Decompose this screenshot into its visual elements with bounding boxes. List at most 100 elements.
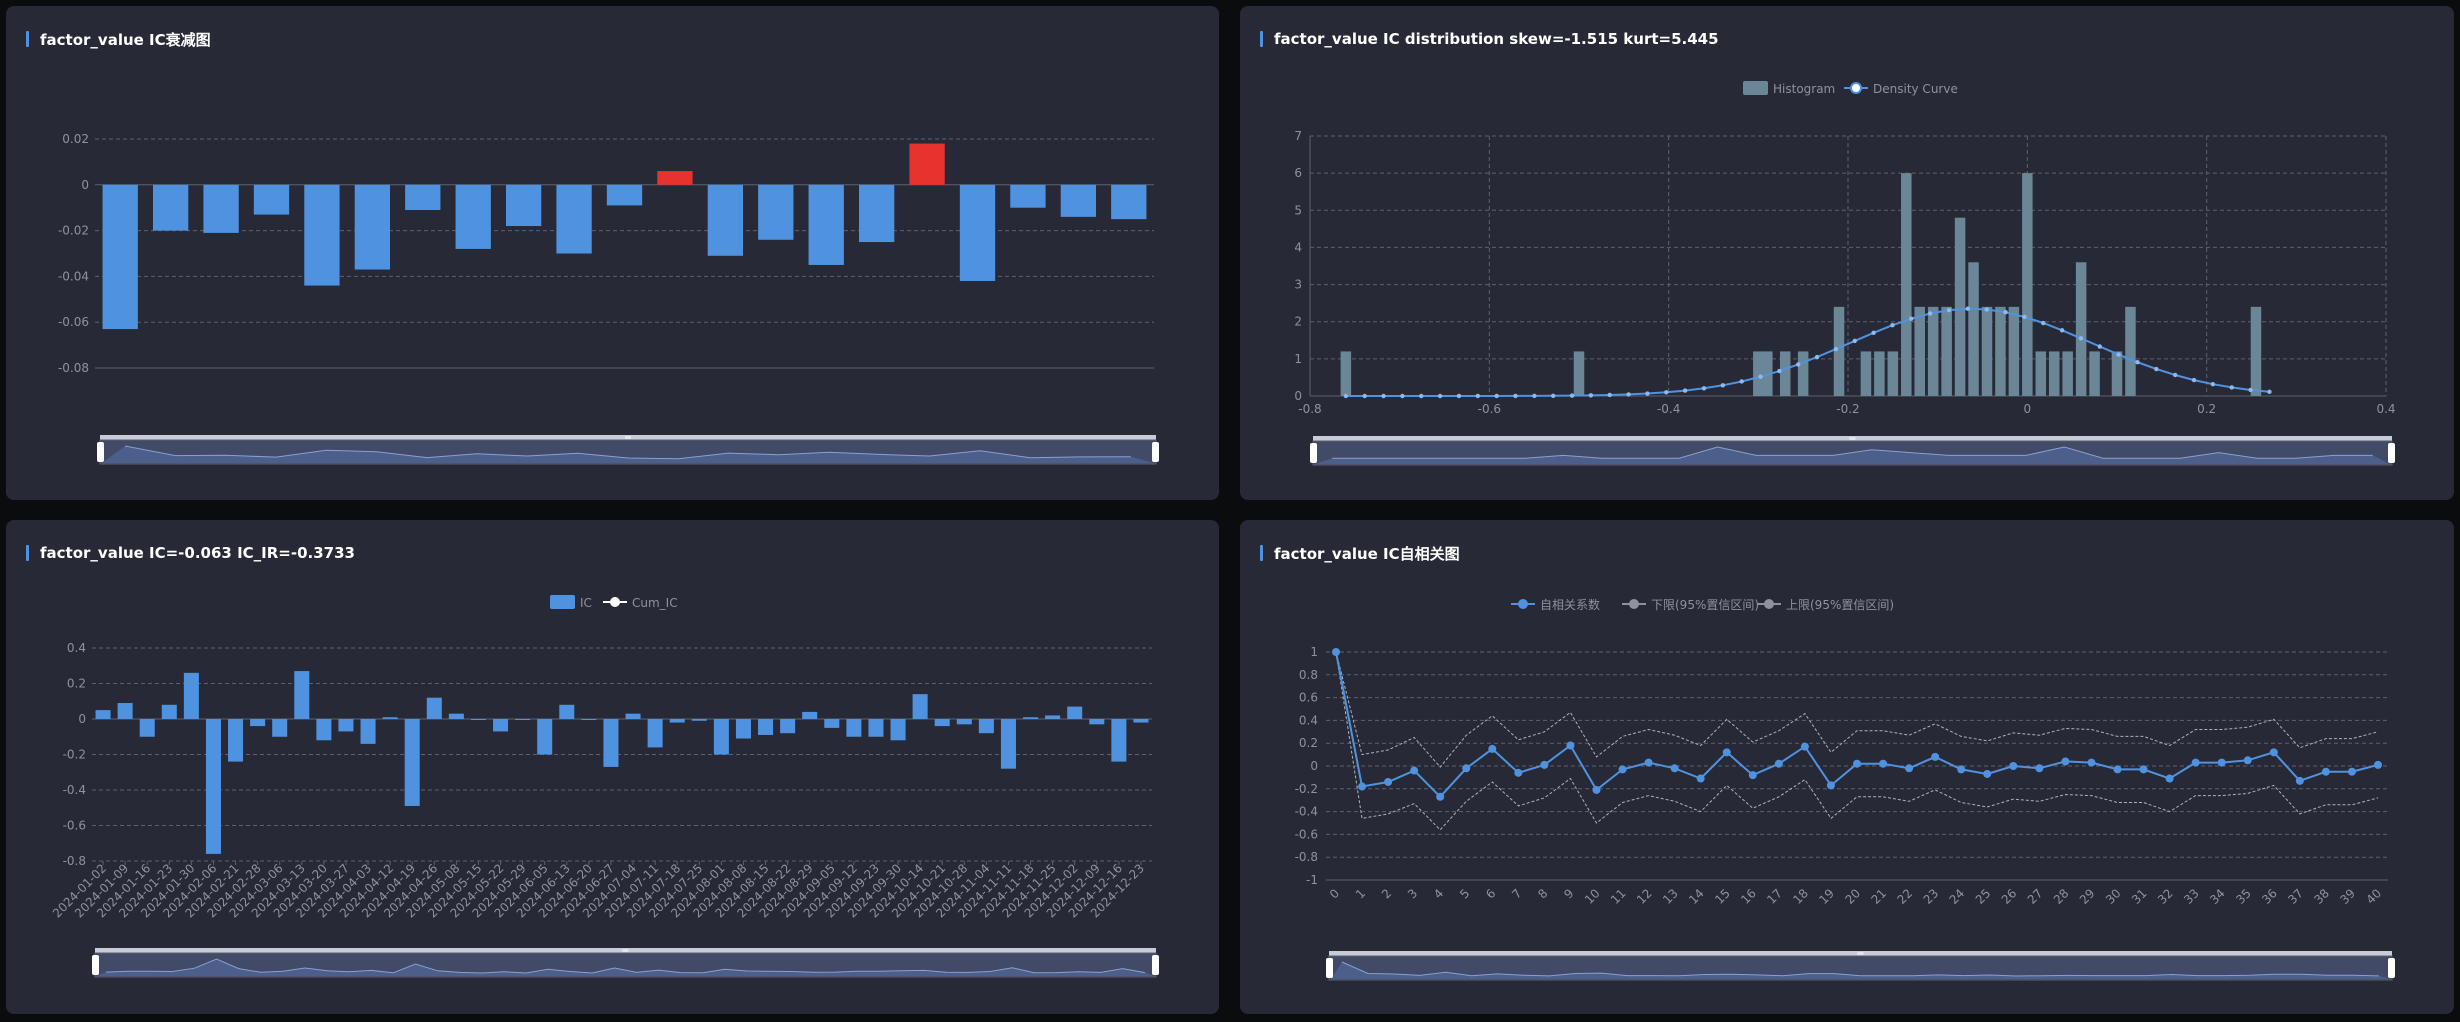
- acf-point: [2113, 765, 2122, 774]
- ic-bar: [603, 719, 619, 767]
- density-point: [1871, 330, 1876, 335]
- density-point: [1343, 393, 1349, 399]
- slider-handle-right[interactable]: [2388, 958, 2395, 978]
- legend-ic-label: IC: [580, 596, 592, 610]
- slider-grip: [1857, 952, 1864, 955]
- ic-series-panel: factor_value IC=-0.063 IC_IR=-0.3733 IC C…: [6, 520, 1219, 1014]
- histogram-bar: [2035, 351, 2047, 396]
- slider-grip: [1849, 437, 1856, 440]
- acf-point: [1800, 742, 1809, 751]
- x-tick-label: 35: [2233, 886, 2254, 907]
- slider-handle-left[interactable]: [92, 955, 99, 975]
- title-accent-bar: [26, 31, 29, 47]
- ic-bar: [515, 719, 531, 720]
- density-curve: [1345, 307, 2270, 397]
- ic-bar: [1111, 719, 1127, 762]
- ic-bar: [294, 671, 310, 719]
- histogram-bar: [1340, 351, 1352, 396]
- histogram-bar: [1887, 351, 1899, 396]
- y-tick-label: 1: [1294, 352, 1302, 366]
- histogram-bar: [2111, 351, 2123, 396]
- acf-line: [1335, 651, 2379, 799]
- ic-bar: [205, 719, 221, 854]
- panel-title: factor_value IC衰减图: [26, 22, 211, 56]
- zoom-slider-3[interactable]: [92, 948, 1159, 978]
- slider-handle-left[interactable]: [97, 442, 104, 462]
- density-point: [1664, 390, 1669, 395]
- ic-bar: [228, 719, 244, 762]
- density-point: [1833, 346, 1839, 352]
- ic-decay-bar: [707, 184, 744, 256]
- acf-point: [2191, 758, 2200, 767]
- y-tick-label: 2: [1294, 315, 1302, 329]
- acf-point: [1436, 792, 1445, 801]
- x-tick-label: 7: [1509, 886, 1524, 901]
- ic-bar: [780, 719, 796, 734]
- density-point: [1513, 393, 1518, 399]
- x-tick-label: 31: [2129, 886, 2150, 907]
- x-tick-label: 29: [2077, 886, 2098, 907]
- slider-handle-left[interactable]: [1310, 443, 1317, 463]
- x-tick-label: -0.4: [1657, 402, 1680, 416]
- x-tick-label: 0.2: [2197, 402, 2216, 416]
- ic-bar: [713, 719, 729, 755]
- ic-distribution-panel: factor_value IC distribution skew=-1.515…: [1240, 6, 2454, 500]
- density-point: [1852, 338, 1857, 344]
- acf-point: [1332, 648, 1340, 656]
- density-point: [1362, 393, 1367, 399]
- density-point: [1645, 391, 1650, 396]
- x-tick-label: 37: [2285, 886, 2306, 907]
- density-point: [2154, 366, 2159, 372]
- ic-decay-bar: [152, 184, 189, 231]
- panel-title: factor_value IC=-0.063 IC_IR=-0.3733: [26, 536, 355, 570]
- x-tick-label: 15: [1712, 886, 1733, 907]
- slider-handle-right[interactable]: [2388, 443, 2395, 463]
- slider-grip: [625, 436, 631, 439]
- density-point: [1532, 393, 1537, 399]
- slider-handle-right[interactable]: [1152, 955, 1159, 975]
- y-tick-label: 0.4: [1299, 713, 1318, 727]
- density-point: [1927, 311, 1933, 316]
- panel-title: factor_value IC distribution skew=-1.515…: [1260, 22, 1719, 56]
- x-tick-label: 23: [1921, 886, 1942, 907]
- ic-bar: [559, 704, 575, 719]
- density-point: [1701, 386, 1707, 391]
- upper-bound-line: [1335, 651, 2379, 768]
- zoom-slider-4[interactable]: [1326, 951, 2395, 981]
- ic-bar: [183, 672, 199, 719]
- slider-preview-line: [125, 445, 1131, 460]
- histogram-bar: [2125, 306, 2136, 396]
- histogram-bar: [1779, 351, 1791, 396]
- density-point: [1569, 393, 1575, 398]
- y-tick-label: 0.02: [62, 132, 89, 146]
- y-tick-label: -0.04: [58, 269, 89, 283]
- acf-point: [1514, 768, 1523, 777]
- acf-point: [1722, 748, 1731, 757]
- acf-point: [1592, 785, 1601, 794]
- x-tick-label: -0.8: [1298, 402, 1321, 416]
- x-tick-label: 8: [1535, 886, 1550, 901]
- legend-cumic-label: Cum_IC: [632, 596, 678, 610]
- slider-preview-line: [106, 958, 1145, 974]
- histogram-bar: [1573, 351, 1585, 396]
- slider-preview-area: [97, 959, 1154, 976]
- histogram-bar: [2022, 173, 2033, 396]
- zoom-slider-1[interactable]: [97, 435, 1159, 465]
- slider-handle-right[interactable]: [1152, 442, 1159, 462]
- legend-marker-1: [1518, 599, 1528, 609]
- ic-decay-bar: [1060, 184, 1097, 217]
- ic-decay-bar: [606, 184, 643, 206]
- density-point: [2116, 352, 2121, 357]
- slider-handle-left[interactable]: [1326, 958, 1333, 978]
- zoom-slider-2[interactable]: [1310, 436, 2395, 466]
- legend-label: 下限(95%置信区间): [1651, 598, 1759, 612]
- y-tick-label: 0.8: [1299, 668, 1318, 682]
- acf-point: [2087, 758, 2096, 767]
- density-point: [2267, 389, 2272, 395]
- ic-bar: [581, 719, 597, 720]
- ic-bar: [448, 713, 464, 719]
- acf-point: [1410, 766, 1419, 775]
- ic-bar: [470, 719, 486, 720]
- acf-point: [1931, 752, 1940, 761]
